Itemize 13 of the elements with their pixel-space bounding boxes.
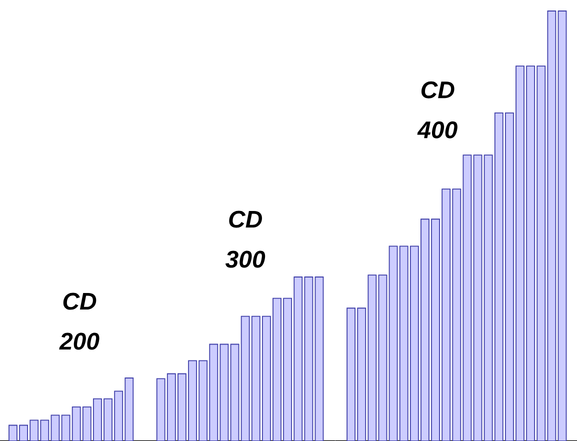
bar <box>388 246 398 441</box>
bar <box>230 344 240 441</box>
bar <box>473 154 482 441</box>
bar <box>462 154 472 441</box>
annotation: CD 400 <box>417 81 458 138</box>
bar <box>378 274 388 441</box>
text: CD 300 <box>225 210 266 268</box>
bar <box>50 414 60 441</box>
bar <box>220 344 229 441</box>
bar <box>558 10 567 441</box>
bar <box>314 276 324 441</box>
bar <box>61 414 70 441</box>
text: CD 200 <box>59 292 100 350</box>
